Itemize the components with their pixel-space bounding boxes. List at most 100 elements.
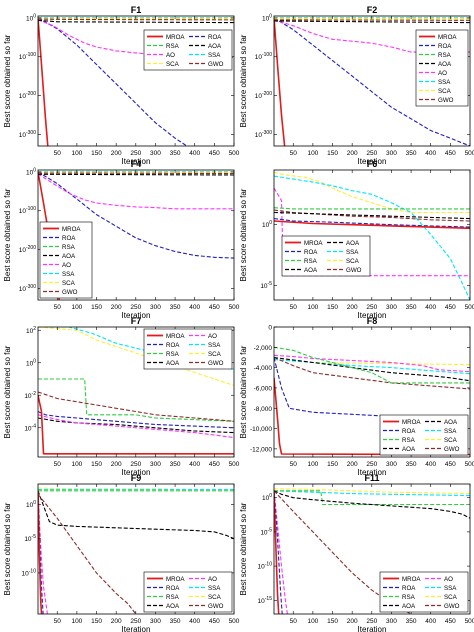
y-tick-label: 100: [26, 500, 36, 509]
y-tick-label: -4,000: [254, 365, 273, 372]
legend-label-sca: SCA: [438, 88, 452, 95]
x-tick-label: 100: [307, 304, 318, 311]
legend: MROA AO ROA SSA RSA SCA AOA GWO: [143, 328, 233, 370]
series-line-rsa: [274, 490, 470, 506]
x-tick-label: 450: [445, 150, 456, 157]
series-line-aoa: [274, 20, 470, 24]
x-tick-label: 100: [307, 461, 318, 468]
x-axis-label: Iteration: [358, 157, 387, 166]
x-axis-label: Iteration: [358, 468, 387, 477]
legend-label-ao: AO: [166, 52, 175, 59]
legend-label-mroa: MROA: [166, 333, 185, 340]
panel-title: F6: [367, 159, 378, 169]
legend-label-roa: ROA: [402, 585, 416, 592]
series-line-gwo: [38, 18, 234, 21]
panel-title: F11: [364, 473, 379, 483]
panel-f7: 50 100 150 200 250 300 350 400 450 500 102 100 10-2 1…: [3, 316, 240, 477]
x-tick-label: 450: [209, 150, 220, 157]
legend: MROA AOA ROA SSA RSA SCA AOA GWO: [281, 235, 371, 277]
x-tick-label: 50: [54, 461, 62, 468]
x-tick-label: 150: [327, 304, 338, 311]
panel-title: F4: [131, 159, 142, 169]
legend-label-aoa: AOA: [438, 61, 452, 68]
legend-label-aoa: AOA: [166, 360, 180, 367]
legend-label-mroa: MROA: [166, 34, 185, 41]
y-tick-label: 100: [26, 358, 36, 367]
panel-title: F8: [367, 316, 378, 326]
series-line-sca: [38, 327, 234, 387]
legend-label-ao: AO: [208, 333, 217, 340]
x-tick-label: 350: [170, 304, 181, 311]
x-tick-label: 500: [229, 150, 240, 157]
x-tick-label: 200: [347, 150, 358, 157]
x-tick-label: 450: [445, 618, 456, 625]
legend-label-aoa: AOA: [402, 446, 416, 453]
legend-label-gwo: GWO: [444, 446, 460, 453]
panel-title: F1: [131, 5, 142, 15]
x-tick-label: 300: [150, 461, 161, 468]
legend-label-aoa: AOA: [402, 603, 416, 610]
x-tick-label: 450: [445, 304, 456, 311]
x-tick-label: 250: [130, 618, 141, 625]
x-tick-label: 150: [91, 150, 102, 157]
legend-label-rsa: RSA: [438, 52, 452, 59]
panel-f2: 50 100 150 200 250 300 350 400 450 500 100 10-100 10…: [239, 5, 474, 166]
y-tick-label: -12,000: [250, 446, 272, 453]
y-tick-label: 10-200: [19, 91, 36, 100]
legend-label-aoa: AOA: [208, 43, 222, 50]
y-axis-label: Best score obtained so far: [239, 188, 248, 281]
y-tick-label: 10-300: [19, 130, 36, 139]
series-line-ao: [274, 490, 288, 614]
legend-label-sca: SCA: [346, 258, 360, 265]
y-tick-label: 10-2: [24, 391, 36, 400]
legend-label-ssa: SSA: [346, 249, 359, 256]
x-tick-label: 400: [189, 150, 200, 157]
x-axis-label: Iteration: [122, 625, 151, 632]
x-tick-label: 150: [91, 461, 102, 468]
x-tick-label: 450: [445, 461, 456, 468]
x-tick-label: 200: [111, 618, 122, 625]
x-tick-label: 200: [111, 461, 122, 468]
series-line-gwo: [274, 356, 470, 390]
x-tick-label: 500: [229, 618, 240, 625]
legend-label-mroa: MROA: [166, 576, 185, 583]
y-tick-label: 10-5: [24, 534, 36, 543]
panel-title: F7: [131, 316, 142, 326]
y-axis-label: Best score obtained so far: [3, 502, 12, 595]
series-line-rsa: [274, 207, 470, 210]
legend-label-mroa: MROA: [402, 576, 421, 583]
legend-label-rsa: RSA: [166, 43, 180, 50]
x-tick-label: 200: [347, 304, 358, 311]
legend-label-roa: ROA: [166, 585, 180, 592]
x-tick-label: 150: [91, 618, 102, 625]
x-tick-label: 300: [386, 150, 397, 157]
legend-label-mroa: MROA: [438, 34, 457, 41]
x-tick-label: 400: [189, 461, 200, 468]
x-tick-label: 450: [209, 618, 220, 625]
legend-label-ao: AO: [62, 262, 71, 269]
x-tick-label: 300: [386, 304, 397, 311]
legend-label-sca: SCA: [444, 437, 458, 444]
y-tick-label: 10-5: [260, 281, 272, 290]
legend: MROA AO ROA SSA RSA SCA AOA GWO: [143, 571, 233, 613]
series-line-roa: [274, 490, 283, 614]
legend-label-sca: SCA: [166, 61, 180, 68]
x-tick-label: 250: [366, 461, 377, 468]
y-tick-label: 10-100: [255, 52, 272, 61]
y-tick-label: 10-4: [24, 423, 36, 432]
panel-f6: 50 100 150 200 250 300 350 400 450 50010010-5F6It…: [239, 159, 474, 320]
panel-f4: 50 100 150 200 250 300 350 400 450 500 100 10-100 10…: [3, 159, 240, 320]
legend-label-sca: SCA: [208, 594, 222, 601]
x-tick-label: 500: [229, 304, 240, 311]
series-line-aoa: [38, 19, 234, 24]
y-tick-label: 10-300: [255, 130, 272, 139]
legend-box: [39, 221, 93, 299]
legend-label-mroa: MROA: [62, 226, 81, 233]
series-line-ao: [38, 414, 234, 439]
x-axis-label: Iteration: [122, 157, 151, 166]
x-tick-label: 450: [209, 304, 220, 311]
x-tick-label: 400: [425, 150, 436, 157]
x-tick-label: 350: [170, 618, 181, 625]
legend-label-sca: SCA: [208, 351, 222, 358]
y-tick-label: 10-10: [258, 562, 273, 571]
